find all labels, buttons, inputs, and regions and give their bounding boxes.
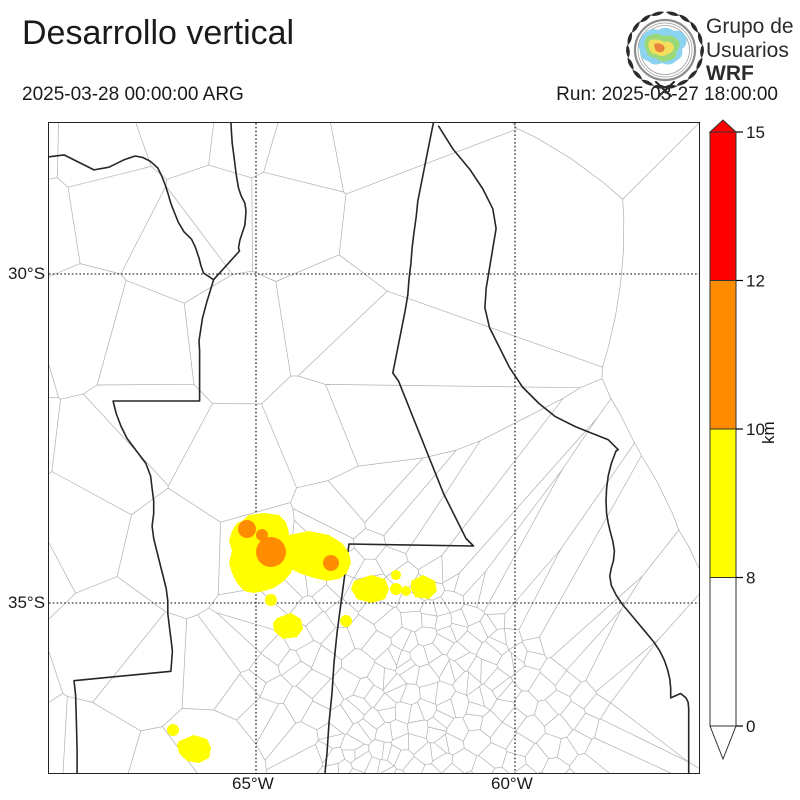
- svg-text:15: 15: [746, 123, 765, 142]
- svg-text:12: 12: [746, 272, 765, 291]
- svg-text:8: 8: [746, 569, 755, 588]
- svg-text:km: km: [759, 421, 778, 444]
- svg-text:0: 0: [746, 717, 755, 736]
